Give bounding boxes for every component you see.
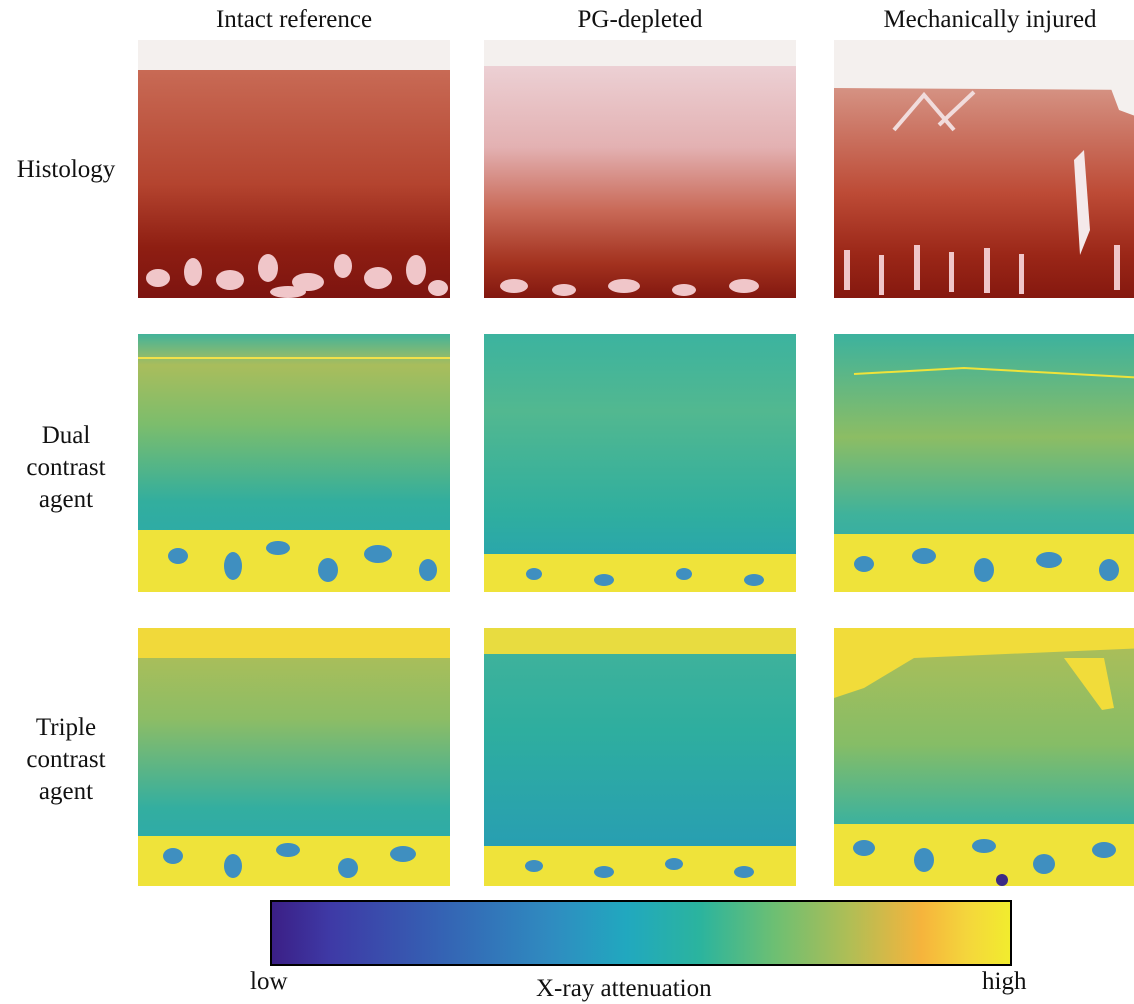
colorbar [270,900,1012,966]
column-title-intact: Intact reference [215,6,373,33]
histology-intact-image [138,40,450,298]
row-label-histology: Histology [16,156,116,183]
row-label-triple: Triple contrast agent [0,712,132,808]
column-title-pg-depleted: PG-depleted [577,6,703,33]
column-title-mechanically-injured: Mechanically injured [883,6,1097,33]
histology-pg-depleted-image [484,40,796,298]
dual-pg-depleted-image [484,334,796,592]
triple-pg-depleted-image [484,628,796,886]
colorbar-high-label: high [982,968,1027,995]
row-label-triple-text: Triple contrast agent [26,714,106,805]
histology-mechanically-injured-image [834,40,1134,298]
triple-intact-image [138,628,450,886]
row-label-dual: Dual contrast agent [0,420,132,516]
triple-mechanically-injured-image [834,628,1134,886]
row-label-dual-text: Dual contrast agent [26,422,106,513]
colorbar-title: X-ray attenuation [536,975,712,1002]
colorbar-low-label: low [250,968,288,995]
dual-intact-image [138,334,450,592]
dual-mechanically-injured-image [834,334,1134,592]
